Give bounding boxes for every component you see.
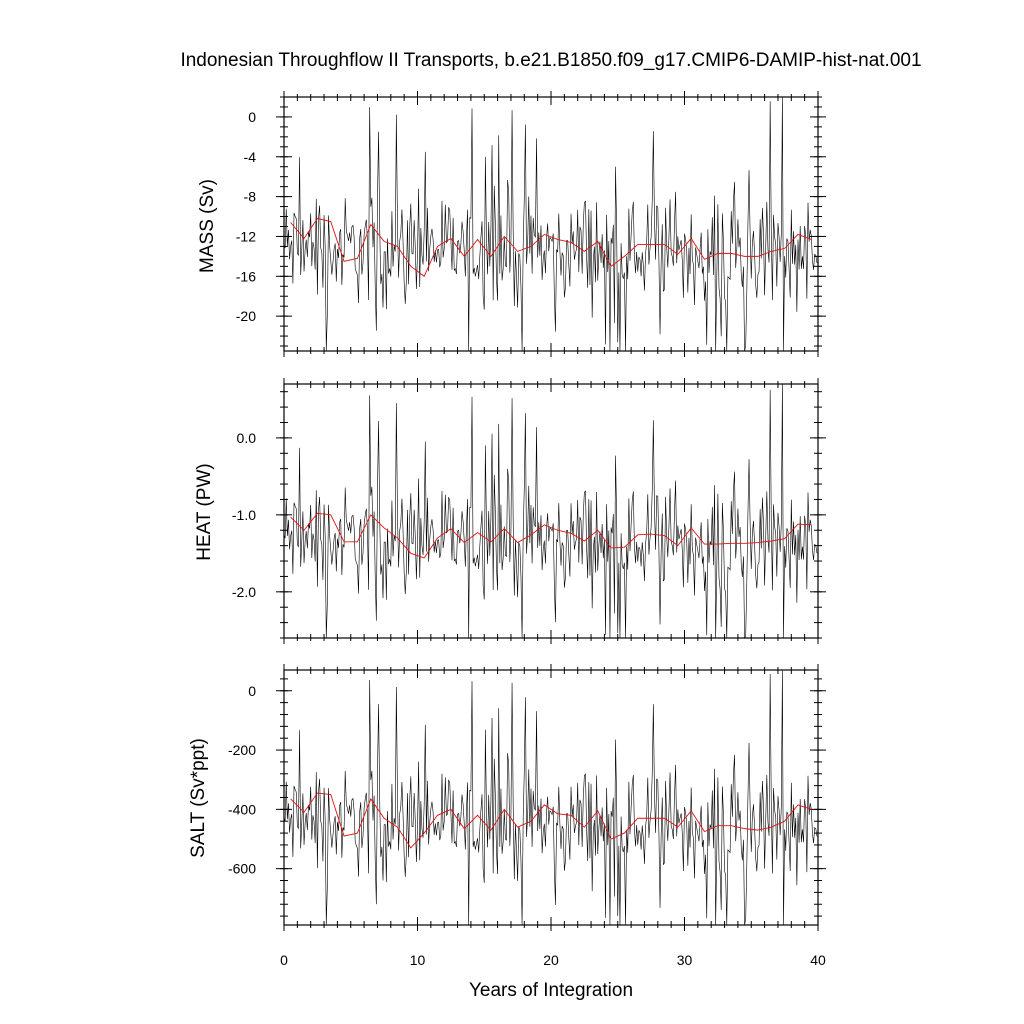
x-tick-label: 0 xyxy=(280,952,288,968)
y-tick-label: 0 xyxy=(248,683,256,699)
y-tick-label: -200 xyxy=(228,742,256,758)
panel-mass: MASS (Sv) 0 -4 -8 -12 -16 -20 xyxy=(197,91,826,357)
y-tick-label: -16 xyxy=(236,268,256,284)
annual-mean-line xyxy=(290,792,812,849)
x-tick-label: 30 xyxy=(677,952,693,968)
y-tick-label: 0.0 xyxy=(237,430,257,446)
y-tick-label: -600 xyxy=(228,861,256,877)
chart-title: Indonesian Throughflow II Transports, b.… xyxy=(180,50,921,71)
annual-mean-line xyxy=(290,512,812,559)
x-axis-label: Years of Integration xyxy=(469,980,633,1001)
y-tick-label: 0 xyxy=(248,109,256,125)
annual-mean-line xyxy=(290,218,812,277)
x-tick-label: 20 xyxy=(543,952,559,968)
y-tick-label: -400 xyxy=(228,801,256,817)
monthly-series-line xyxy=(283,383,819,639)
monthly-series-line xyxy=(283,669,819,926)
y-tick-label: -4 xyxy=(244,149,257,165)
y-tick-label: -2.0 xyxy=(232,584,256,600)
x-axis: 0 10 20 30 40 xyxy=(280,952,826,968)
y-tick-label: -8 xyxy=(244,189,257,205)
y-tick-label: -12 xyxy=(236,228,256,244)
y-axis-label: HEAT (PW) xyxy=(194,463,215,560)
y-axis-label: MASS (Sv) xyxy=(197,179,218,273)
y-tick-label: -20 xyxy=(236,308,256,324)
x-tick-label: 40 xyxy=(810,952,826,968)
y-tick-label: -1.0 xyxy=(232,507,256,523)
monthly-series-line xyxy=(283,96,819,352)
x-tick-label: 10 xyxy=(410,952,426,968)
y-axis-label: SALT (Sv*ppt) xyxy=(188,738,209,858)
panel-heat: HEAT (PW) 0.0 -1.0 -2.0 xyxy=(194,378,826,644)
panel-salt: SALT (Sv*ppt) 0 -200 -400 -600 xyxy=(188,664,826,931)
